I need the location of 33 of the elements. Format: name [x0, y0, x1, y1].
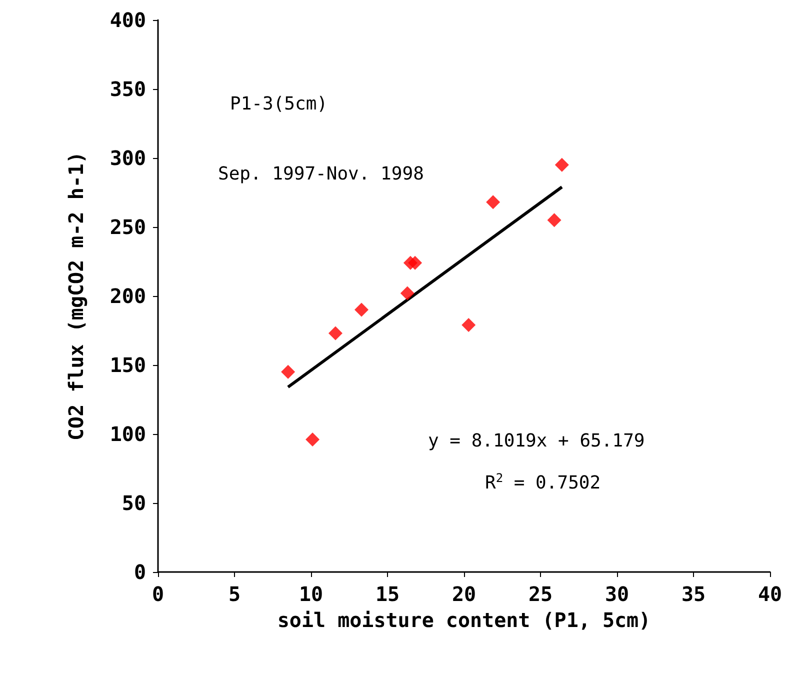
point [554, 158, 569, 172]
annotation: P1-3(5cm) [230, 94, 328, 114]
y-tick-label: 300 [110, 146, 146, 170]
annotation: Sep. 1997-Nov. 1998 [218, 164, 424, 184]
y-tick-label: 0 [134, 560, 146, 584]
x-axis-title: soil moisture content (P1, 5cm) [277, 608, 651, 632]
x-tick-label: 20 [452, 582, 476, 606]
x-tick-label: 10 [298, 582, 324, 606]
point [408, 256, 422, 270]
point [400, 286, 414, 300]
point [306, 432, 320, 447]
x-tick-label: 15 [375, 582, 400, 606]
y-tick-label: 200 [110, 284, 146, 308]
point [328, 326, 342, 340]
point [281, 364, 296, 379]
y-tick-label: 50 [122, 491, 146, 515]
y-tick-label: 400 [110, 8, 146, 32]
x-tick-label: 30 [604, 582, 630, 606]
y-axis-title: CO2 flux (mgCO2 m-2 h-1) [64, 152, 88, 440]
x-tick-label: 5 [228, 582, 241, 606]
y-tick-label: 350 [110, 77, 146, 101]
annotation: y = 8.1019x + 65.179 [428, 430, 645, 452]
y-tick-label: 150 [110, 353, 146, 377]
y-tick-label: 250 [110, 215, 146, 239]
x-tick-label: 40 [758, 582, 782, 606]
point [462, 318, 476, 332]
x-tick-label: 0 [152, 582, 164, 606]
x-tick-label: 25 [528, 582, 553, 606]
point [547, 213, 562, 228]
x-tick-label: 35 [681, 582, 706, 606]
point [354, 302, 368, 317]
y-tick-label: 100 [110, 422, 146, 446]
point [486, 195, 500, 210]
